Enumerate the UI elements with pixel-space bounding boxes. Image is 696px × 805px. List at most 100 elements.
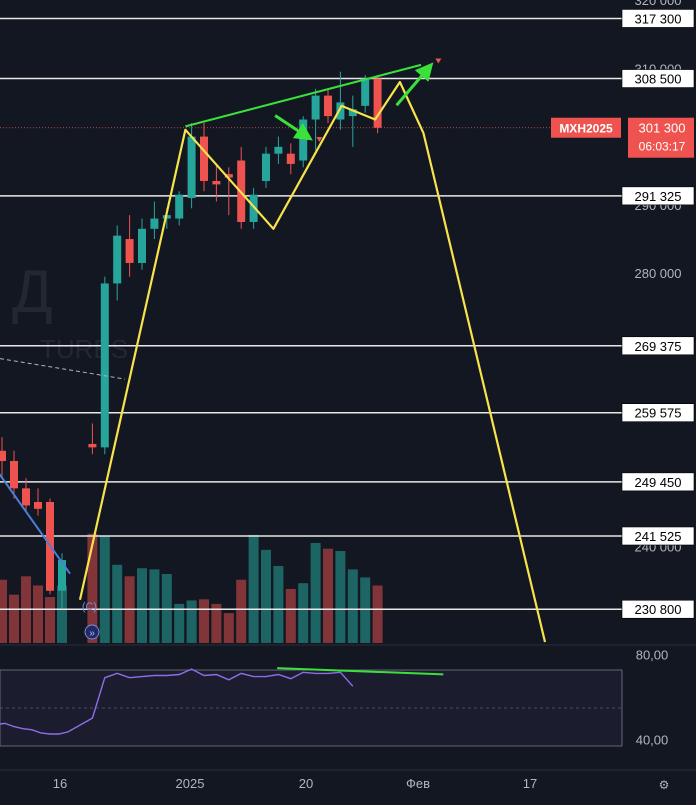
price-level-tag bbox=[621, 69, 695, 88]
volume-bar bbox=[45, 597, 55, 643]
candle[interactable] bbox=[274, 136, 283, 164]
volume-bar bbox=[236, 579, 247, 643]
candle-body bbox=[0, 450, 6, 462]
candle[interactable] bbox=[22, 478, 30, 513]
time-tick-label: 2025 bbox=[176, 776, 205, 791]
time-tick-label: Фев bbox=[406, 776, 430, 791]
candle[interactable] bbox=[262, 146, 270, 188]
candle-body bbox=[113, 235, 122, 284]
candle-body bbox=[187, 136, 196, 199]
price-level-label: 259 575 bbox=[635, 406, 682, 421]
time-tick-label: 20 bbox=[299, 776, 313, 791]
green-arrow[interactable] bbox=[274, 114, 313, 141]
time-tick-label: 16 bbox=[53, 776, 67, 791]
event-badge[interactable]: » bbox=[84, 624, 100, 640]
last-price-label: 301 300 bbox=[639, 121, 686, 136]
settings-icon[interactable]: ⚙ bbox=[659, 778, 670, 792]
candle-body bbox=[373, 78, 382, 128]
price-level-tag bbox=[621, 336, 695, 356]
candle[interactable] bbox=[348, 95, 357, 147]
price-level-tag bbox=[621, 472, 695, 492]
volume-bar bbox=[273, 565, 284, 643]
volume-bar bbox=[285, 588, 296, 643]
candle-body bbox=[361, 78, 370, 106]
blue-trendline[interactable] bbox=[0, 468, 71, 575]
yellow-pattern-line[interactable] bbox=[78, 80, 547, 643]
candle-body bbox=[175, 194, 184, 219]
candle-body bbox=[336, 102, 345, 120]
volume-bar bbox=[248, 534, 259, 643]
candle-body bbox=[58, 560, 66, 591]
volume-bar bbox=[9, 594, 19, 643]
candle[interactable] bbox=[286, 143, 295, 175]
signal-marker bbox=[316, 137, 323, 143]
candle-body bbox=[138, 228, 146, 263]
candle[interactable] bbox=[361, 75, 370, 113]
green-arrow[interactable] bbox=[395, 62, 434, 107]
candle-body bbox=[212, 180, 221, 185]
volume-bar bbox=[223, 613, 234, 643]
candle-body bbox=[150, 218, 159, 229]
candle-body bbox=[286, 153, 295, 164]
candle[interactable] bbox=[311, 88, 320, 151]
volume-bar bbox=[137, 568, 147, 643]
dashed-trendline[interactable] bbox=[0, 358, 126, 380]
candle[interactable] bbox=[125, 215, 134, 277]
candle[interactable] bbox=[324, 88, 332, 123]
green-price-trendline[interactable] bbox=[185, 63, 422, 128]
candle[interactable] bbox=[373, 75, 382, 134]
price-level-label: 317 300 bbox=[635, 11, 682, 26]
candle[interactable] bbox=[175, 191, 184, 226]
event-badge-circle bbox=[84, 624, 100, 640]
candle[interactable] bbox=[88, 423, 97, 455]
volume-bar bbox=[174, 603, 185, 643]
candle-body bbox=[125, 239, 134, 263]
candle-body bbox=[34, 502, 42, 509]
price-level-label: 291 325 bbox=[635, 189, 682, 204]
price-level-tag bbox=[621, 599, 695, 619]
rsi-tick-label: 80,00 bbox=[636, 647, 669, 662]
candle[interactable] bbox=[200, 122, 208, 192]
volume-bar bbox=[310, 542, 321, 643]
candle[interactable] bbox=[212, 163, 221, 202]
candle[interactable] bbox=[150, 201, 159, 240]
volume-bar bbox=[186, 600, 197, 643]
price-level-tag bbox=[621, 526, 695, 546]
candle-body bbox=[22, 488, 30, 506]
volume-bar bbox=[335, 551, 346, 643]
candle[interactable] bbox=[336, 71, 345, 130]
green-rsi-trendline[interactable] bbox=[277, 667, 444, 676]
candle-body bbox=[88, 443, 97, 448]
candle[interactable] bbox=[100, 276, 109, 455]
volume-bar bbox=[33, 585, 43, 643]
candle-body bbox=[274, 146, 283, 154]
candle-body bbox=[10, 461, 18, 489]
candle[interactable] bbox=[224, 167, 233, 216]
candle-body bbox=[224, 174, 233, 178]
rsi-line[interactable] bbox=[0, 668, 354, 735]
candle[interactable] bbox=[138, 218, 146, 270]
last-price-tag bbox=[628, 117, 694, 158]
countdown-label: 06:03:17 bbox=[639, 140, 686, 154]
candle-body bbox=[348, 109, 357, 117]
price-level-label: 230 800 bbox=[635, 602, 682, 617]
event-badge-icon: » bbox=[89, 628, 95, 639]
wave-label-c: (C) bbox=[82, 601, 97, 613]
candle-body bbox=[100, 283, 109, 448]
candle[interactable] bbox=[113, 225, 122, 301]
candle[interactable] bbox=[249, 187, 258, 229]
candle[interactable] bbox=[0, 437, 6, 479]
price-level-label: 269 375 bbox=[635, 339, 682, 354]
volume-bar bbox=[87, 533, 98, 643]
price-tick-label: 280 000 bbox=[635, 266, 682, 281]
volume-bar bbox=[347, 569, 358, 643]
candle[interactable] bbox=[299, 116, 308, 168]
candle[interactable] bbox=[34, 488, 42, 516]
price-level-label: 308 500 bbox=[635, 72, 682, 87]
volume-bar bbox=[261, 549, 271, 643]
watermark-letter: Д bbox=[12, 258, 53, 325]
candle[interactable] bbox=[10, 450, 18, 499]
candle-body bbox=[311, 95, 320, 120]
